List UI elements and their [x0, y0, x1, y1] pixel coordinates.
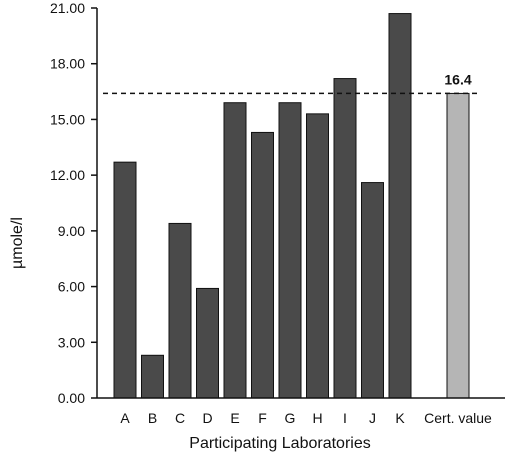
bar-lab-j: [361, 182, 384, 399]
y-tick-label: 15.00: [50, 111, 85, 127]
y-tick-label: 12.00: [50, 167, 85, 183]
reference-line-group: 16.4: [103, 71, 480, 95]
reference-value-label: 16.4: [444, 71, 471, 87]
y-tick-label: 21.00: [50, 0, 85, 16]
bar-lab-e: [223, 102, 247, 399]
x-tick-label: H: [312, 410, 322, 426]
bar-cert-value: [446, 92, 470, 399]
y-axis-title: µmole/l: [9, 217, 26, 269]
bar-lab-b: [141, 354, 164, 399]
y-tick-label: 3.00: [58, 334, 85, 350]
x-axis: A B C D E F G H I J K Cert. value: [97, 397, 505, 426]
bar-lab-k: [388, 13, 412, 399]
bar-lab-a: [113, 161, 137, 399]
bar-lab-c: [168, 222, 192, 399]
y-tick-label: 9.00: [58, 223, 85, 239]
x-tick-label: C: [175, 410, 185, 426]
x-tick-label: B: [148, 410, 157, 426]
x-tick-label: E: [230, 410, 239, 426]
x-tick-label: A: [120, 410, 130, 426]
y-tick-label: 18.00: [50, 56, 85, 72]
x-tick-label: Cert. value: [424, 410, 492, 426]
bar-lab-f: [251, 131, 274, 399]
x-tick-label: F: [258, 410, 267, 426]
bars: [113, 13, 470, 399]
y-tick-label: 0.00: [58, 390, 85, 406]
y-tick-label: 6.00: [58, 279, 85, 295]
x-tick-label: I: [343, 410, 347, 426]
bar-lab-d: [196, 287, 219, 399]
x-tick-label: G: [285, 410, 296, 426]
bar-lab-i: [333, 78, 357, 399]
x-axis-title: Participating Laboratories: [189, 435, 370, 452]
x-tick-label: J: [369, 410, 376, 426]
x-tick-label: K: [395, 410, 405, 426]
y-axis: 0.00 3.00 6.00 9.00 12.00 15.00 18.00 21.00: [50, 0, 98, 406]
x-tick-label: D: [202, 410, 212, 426]
bar-lab-g: [278, 102, 302, 399]
bar-lab-h: [306, 113, 329, 399]
